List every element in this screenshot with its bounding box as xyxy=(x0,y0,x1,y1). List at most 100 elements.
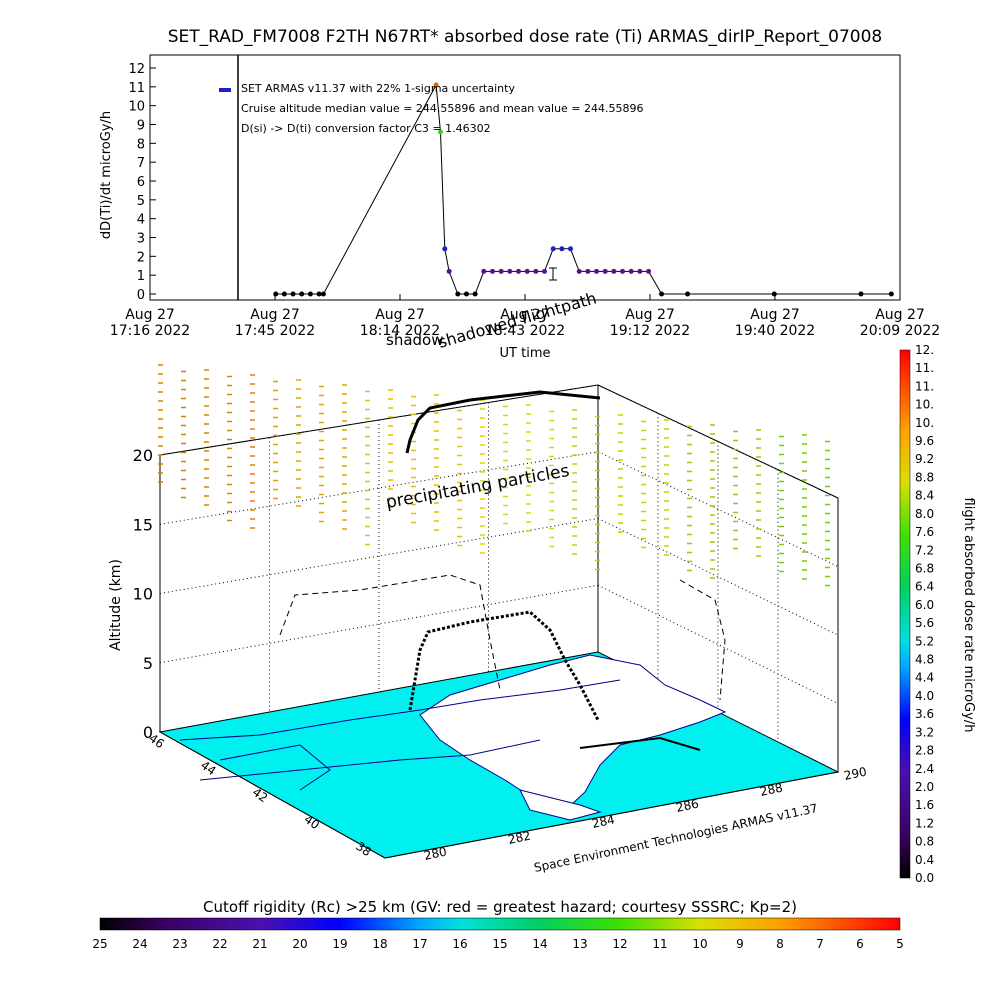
top-x-tick-label-time: 17:16 2022 xyxy=(110,323,190,339)
top-x-tick-label-date: Aug 27 xyxy=(625,307,675,323)
altitude-tick-label: 10 xyxy=(133,585,153,604)
wall-gridline xyxy=(597,451,839,567)
shadow-label: shadow xyxy=(386,331,443,349)
top-y-tick-label: 0 xyxy=(137,288,145,303)
top-x-tick-label-date: Aug 27 xyxy=(375,307,425,323)
series-point xyxy=(611,268,617,274)
right-colorbar-tick-label: 10. xyxy=(915,416,934,430)
flight-path-upper xyxy=(405,390,601,454)
series-point xyxy=(455,291,461,297)
right-colorbar-tick-label: 8.4 xyxy=(915,489,934,503)
top-x-tick-label-time: 19:12 2022 xyxy=(610,323,690,339)
bottom-colorbar-tick-label: 7 xyxy=(816,937,824,951)
series-point xyxy=(602,268,608,274)
right-colorbar-tick-label: 6.4 xyxy=(915,580,934,594)
top-x-tick-label-time: 17:45 2022 xyxy=(235,323,315,339)
top-x-tick-label-time: 19:40 2022 xyxy=(735,323,815,339)
right-colorbar-tick-label: 0.0 xyxy=(915,871,934,885)
top-x-tick-label-time: 20:09 2022 xyxy=(860,323,940,339)
series-point xyxy=(515,268,521,274)
altitude-axis: 0 5 10 15 20 xyxy=(133,446,153,742)
top-x-tick-label-date: Aug 27 xyxy=(750,307,800,323)
right-colorbar-tick-label: 1.2 xyxy=(915,816,934,830)
bottom-colorbar-tick-label: 24 xyxy=(132,937,147,951)
right-colorbar-tick-label: 4.8 xyxy=(915,653,934,667)
right-colorbar-tick-label: 5.6 xyxy=(915,616,934,630)
right-colorbar-label: flight absorbed dose rate microGy/h xyxy=(961,498,976,733)
annotation-conversion: D(si) -> D(ti) conversion factor C3 = 1.… xyxy=(241,122,491,135)
series-point xyxy=(771,291,777,297)
shadow-path-right xyxy=(679,579,726,701)
series-point xyxy=(446,268,452,274)
series-point xyxy=(442,246,448,252)
series-point xyxy=(463,291,469,297)
bottom-colorbar-tick-label: 25 xyxy=(92,937,107,951)
series-point xyxy=(550,246,556,252)
bottom-colorbar-tick-label: 22 xyxy=(212,937,227,951)
right-colorbar-tick-label: 4.4 xyxy=(915,671,934,685)
longitude-tick-label: 290 xyxy=(843,764,868,782)
series-point xyxy=(594,268,600,274)
legend-text: SET ARMAS v11.37 with 22% 1-sigma uncert… xyxy=(241,82,515,95)
longitude-tick-label: 288 xyxy=(759,780,784,798)
series-line xyxy=(275,83,892,295)
series-point xyxy=(433,82,439,88)
series-point xyxy=(620,268,626,274)
annotation-cruise: Cruise altitude median value = 244.55896… xyxy=(241,102,644,115)
top-x-axis-label: UT time xyxy=(500,346,551,361)
right-colorbar-tick-label: 3.6 xyxy=(915,707,934,721)
right-colorbar-tick-label: 6.0 xyxy=(915,598,934,612)
bottom-colorbar-tick-label: 6 xyxy=(856,937,864,951)
bottom-colorbar-tick-label: 19 xyxy=(332,937,347,951)
bottom-colorbar-tick-label: 11 xyxy=(652,937,667,951)
top-y-tick-label: 7 xyxy=(137,156,145,171)
top-y-tick-label: 5 xyxy=(137,194,145,209)
series-point xyxy=(481,268,487,274)
map-contour-1 xyxy=(179,679,621,741)
bottom-colorbar-tick-label: 12 xyxy=(612,937,627,951)
right-colorbar-tick-label: 5.2 xyxy=(915,634,934,648)
map-lake-outline xyxy=(219,744,331,791)
top-y-tick-label: 9 xyxy=(137,119,145,134)
bottom-colorbar-tick-label: 18 xyxy=(372,937,387,951)
series-point xyxy=(489,268,495,274)
right-colorbar-tick-label: 11. xyxy=(915,361,934,375)
longitude-axis: 280 282 284 286 288 290 xyxy=(423,764,868,862)
series-point xyxy=(307,291,313,297)
bottom-colorbar-tick-label: 15 xyxy=(492,937,507,951)
box-bottom-left xyxy=(159,731,386,859)
series-point xyxy=(498,268,504,274)
series-point xyxy=(646,268,652,274)
top-y-tick-label: 3 xyxy=(137,232,145,247)
longitude-tick-label: 282 xyxy=(507,828,532,846)
shadowed-flightpath-label: shadowed flightpath xyxy=(436,288,599,351)
right-colorbar-tick-label: 10. xyxy=(915,398,934,412)
bottom-colorbar-tick-label: 8 xyxy=(776,937,784,951)
series-point xyxy=(637,268,643,274)
right-colorbar-tick-label: 2.0 xyxy=(915,780,934,794)
top-y-tick-label: 11 xyxy=(128,81,145,96)
bottom-colorbar-strip xyxy=(99,917,901,931)
top-y-tick-label: 2 xyxy=(137,250,145,265)
particle-markers xyxy=(158,364,830,587)
altitude-tick-label: 0 xyxy=(143,723,153,742)
right-colorbar-tick-label: 3.2 xyxy=(915,725,934,739)
series-point xyxy=(437,129,443,135)
right-colorbar-tick-label: 4.0 xyxy=(915,689,934,703)
top-y-tick-label: 4 xyxy=(137,213,145,228)
bottom-colorbar-tick-label: 20 xyxy=(292,937,307,951)
map-coast-bold xyxy=(579,736,701,751)
bottom-colorbar-tick-label: 23 xyxy=(172,937,187,951)
map-land-bay xyxy=(519,789,602,821)
bottom-colorbar-tick-label: 10 xyxy=(692,937,707,951)
right-colorbar: 0.0 0.4 0.8 1.2 1.6 2.0 2.4 2.8 3.2 3.6 4.0 4.4 4.8 5… xyxy=(899,343,976,885)
bottom-colorbar-tick-label: 17 xyxy=(412,937,427,951)
top-x-tick-label-time: 18:43 2022 xyxy=(485,323,565,339)
right-colorbar-tick-label: 7.6 xyxy=(915,525,934,539)
right-colorbar-tick-label: 6.8 xyxy=(915,561,934,575)
right-colorbar-tick-label: 2.8 xyxy=(915,744,934,758)
